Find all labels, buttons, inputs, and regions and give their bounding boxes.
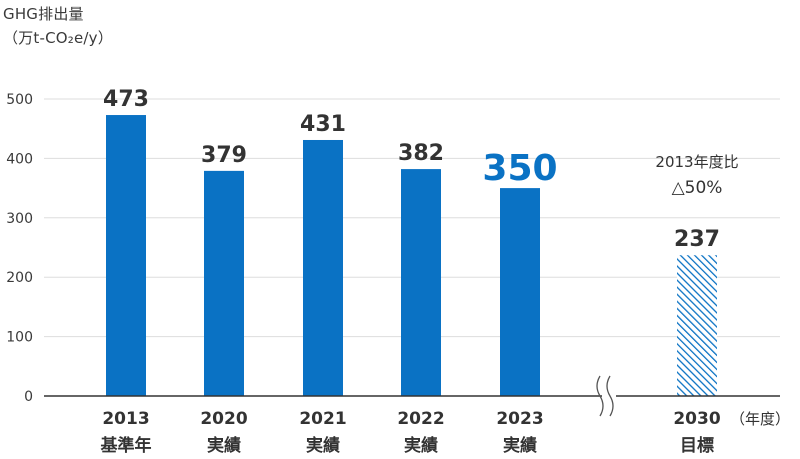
axis-break-stroke: [596, 375, 604, 417]
y-tick-label: 0: [24, 389, 33, 405]
x-tick-label-sub: 実績: [207, 435, 241, 456]
x-tick-label-sub: 目標: [680, 435, 714, 456]
bar: [500, 188, 540, 396]
axis-break-stroke: [606, 375, 614, 417]
bar: [106, 115, 146, 397]
x-tick-label-year: 2023: [496, 409, 543, 429]
bar-target: [677, 255, 717, 396]
annotation-line1: 2013年度比: [655, 153, 738, 171]
x-tick-label-sub: 実績: [306, 435, 340, 456]
bar: [204, 170, 244, 396]
bar: [303, 139, 343, 396]
x-tick-label-sub: 実績: [404, 435, 438, 456]
x-tick-label-sub: 実績: [503, 435, 537, 456]
y-tick-label: 300: [6, 211, 33, 227]
x-tick-label-year: 2020: [200, 409, 247, 429]
data-label: 237: [674, 227, 720, 252]
x-tick-label-year: 2030: [673, 409, 720, 429]
x-tick-label-year: 2013: [102, 409, 149, 429]
data-label: 431: [300, 112, 346, 137]
bar: [401, 169, 441, 396]
y-axis-label-line2: （万t-CO₂e/y）: [3, 29, 113, 47]
axis-break-mark: [596, 375, 614, 417]
data-label: 350: [482, 148, 557, 189]
x-tick-label-sub: 基準年: [100, 435, 152, 456]
x-tick-label-year: 2022: [397, 409, 444, 429]
annotation-line2: △50%: [672, 178, 723, 198]
data-label: 379: [201, 143, 247, 168]
x-axis-unit-label: （年度）: [730, 410, 790, 428]
y-tick-label: 100: [6, 330, 33, 346]
y-tick-label: 200: [6, 270, 33, 286]
data-label: 473: [103, 87, 149, 112]
y-tick-label: 400: [6, 151, 33, 167]
x-tick-label-year: 2021: [299, 409, 346, 429]
data-label: 382: [398, 141, 444, 166]
y-axis-label-line1: GHG排出量: [3, 5, 84, 23]
y-tick-label: 500: [6, 92, 33, 108]
